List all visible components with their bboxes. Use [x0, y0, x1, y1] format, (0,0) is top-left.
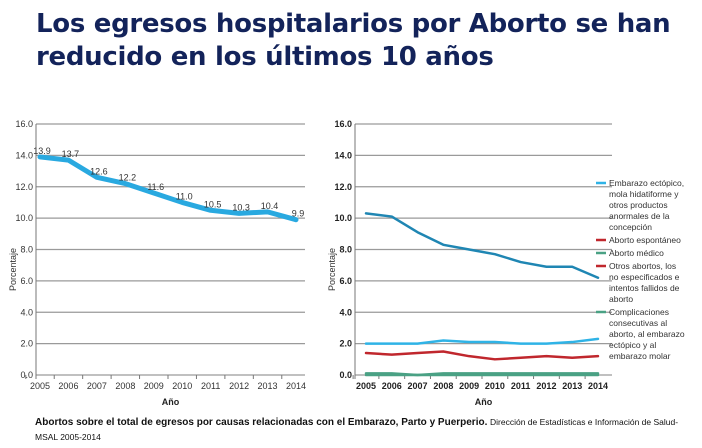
chart2-series-line [364, 337, 600, 345]
chart1-xtick-label: 2008 [115, 381, 135, 391]
chart1-data-label: 11.0 [176, 191, 193, 201]
chart2-legend-label: anormales de la [609, 211, 670, 221]
caption-main: Abortos sobre el total de egresos por ca… [35, 417, 488, 428]
chart2-ytick-label: 4.0 [339, 307, 352, 317]
chart1-series-line [37, 154, 299, 223]
chart2-ytick-label: 10.0 [334, 213, 352, 223]
chart2-legend-label: embarazo molar [609, 351, 671, 361]
chart1-ytick-label: 14.0 [15, 150, 33, 160]
chart2-xtick-label: 2005 [356, 381, 376, 391]
chart2-y-axis-title: Porcentaje [327, 248, 337, 291]
chart2-legend-label: Complicaciones [609, 307, 669, 317]
chart1-ytick-label: 0.0 [20, 370, 33, 380]
chart2-xtick-label: 2012 [536, 381, 556, 391]
chart1-ytick-label: 6.0 [20, 276, 33, 286]
chart2-xtick-label: 2009 [459, 381, 479, 391]
chart1-xtick-label: 2007 [87, 381, 107, 391]
chart1-xtick-label: 2005 [30, 381, 50, 391]
chart2-legend-label: no especificados e [609, 272, 680, 282]
chart1-y-axis-title: Porcentaje [8, 248, 18, 291]
chart1-data-label: 12.2 [119, 173, 137, 183]
chart2-legend-label: Embarazo ectópico, [609, 178, 684, 188]
chart2-legend-label: aborto, al embarazo [609, 329, 685, 339]
chart1-ytick-label: 10.0 [15, 213, 33, 223]
chart1-ytick-label: 12.0 [15, 182, 33, 192]
chart2-xtick-label: 2006 [382, 381, 402, 391]
chart2-ytick-label: 16.0 [334, 119, 352, 129]
chart1-xtick-label: 2010 [172, 381, 192, 391]
chart1-ytick-label: 2.0 [20, 339, 33, 349]
chart1-data-label: 10.4 [261, 201, 279, 211]
chart2-legend-label: Otros abortos, los [609, 261, 676, 271]
chart2-ytick-label: 0.0 [339, 370, 352, 380]
chart2-ytick-label: 2.0 [339, 339, 352, 349]
chart2-ytick-label: 6.0 [339, 276, 352, 286]
chart1-data-label: 9.9 [292, 209, 305, 219]
chart2-series-line [364, 350, 600, 361]
chart1-xtick-label: 2012 [229, 381, 249, 391]
chart2-legend-label: concepción [609, 222, 652, 232]
chart2-xtick-label: 2013 [562, 381, 582, 391]
chart2-x-axis-title: Año [475, 397, 493, 407]
chart1-x-axis-title: Año [162, 397, 180, 407]
chart2-xtick-label: 2008 [433, 381, 453, 391]
chart1-ytick-label: 4.0 [20, 307, 33, 317]
chart1-data-label: 11.6 [147, 182, 164, 192]
chart2-ytick-label: 12.0 [334, 182, 352, 192]
chart1-xtick-label: 2014 [286, 381, 306, 391]
chart-caption: Abortos sobre el total de egresos por ca… [35, 415, 695, 445]
chart2-xtick-label: 2014 [588, 381, 608, 391]
chart1-xtick-label: 2013 [258, 381, 278, 391]
chart2-legend-label: Aborto espontáneo [609, 235, 681, 245]
chart1-data-label: 13.7 [62, 149, 80, 159]
chart1-ytick-label: 8.0 [20, 245, 33, 255]
slide-title: Los egresos hospitalarios por Aborto se … [36, 9, 671, 72]
chart2-xtick-label: 2011 [511, 381, 531, 391]
chart1-data-label: 13.9 [33, 146, 51, 156]
chart2-xtick-label: 2007 [408, 381, 428, 391]
chart2-xtick-label: 2010 [485, 381, 505, 391]
chart2-legend-label: mola hidatiforme y [609, 189, 679, 199]
chart1-data-label: 10.5 [204, 199, 222, 209]
chart2-legend-label: otros productos [609, 200, 668, 210]
chart1-xtick-label: 2011 [201, 381, 220, 391]
chart1-ytick-label: 16.0 [15, 119, 33, 129]
caption-source: Dirección de Estadísticas e Información … [35, 417, 679, 442]
chart2-legend-label: aborto [609, 294, 633, 304]
chart2-legend-label: ectópico y al [609, 340, 656, 350]
chart1-xtick-label: 2009 [144, 381, 164, 391]
chart2-series-line [364, 212, 600, 279]
chart1-xtick-label: 2006 [58, 381, 78, 391]
chart2-legend-label: intentos fallidos de [609, 283, 680, 293]
chart1-data-label: 10.3 [232, 202, 250, 212]
chart2-ytick-label: 14.0 [334, 150, 352, 160]
chart1-data-label: 12.6 [90, 166, 108, 176]
chart2-ytick-label: 8.0 [339, 245, 352, 255]
chart2-legend-label: consecutivas al [609, 318, 667, 328]
chart2-legend-label: Aborto médico [609, 248, 664, 258]
